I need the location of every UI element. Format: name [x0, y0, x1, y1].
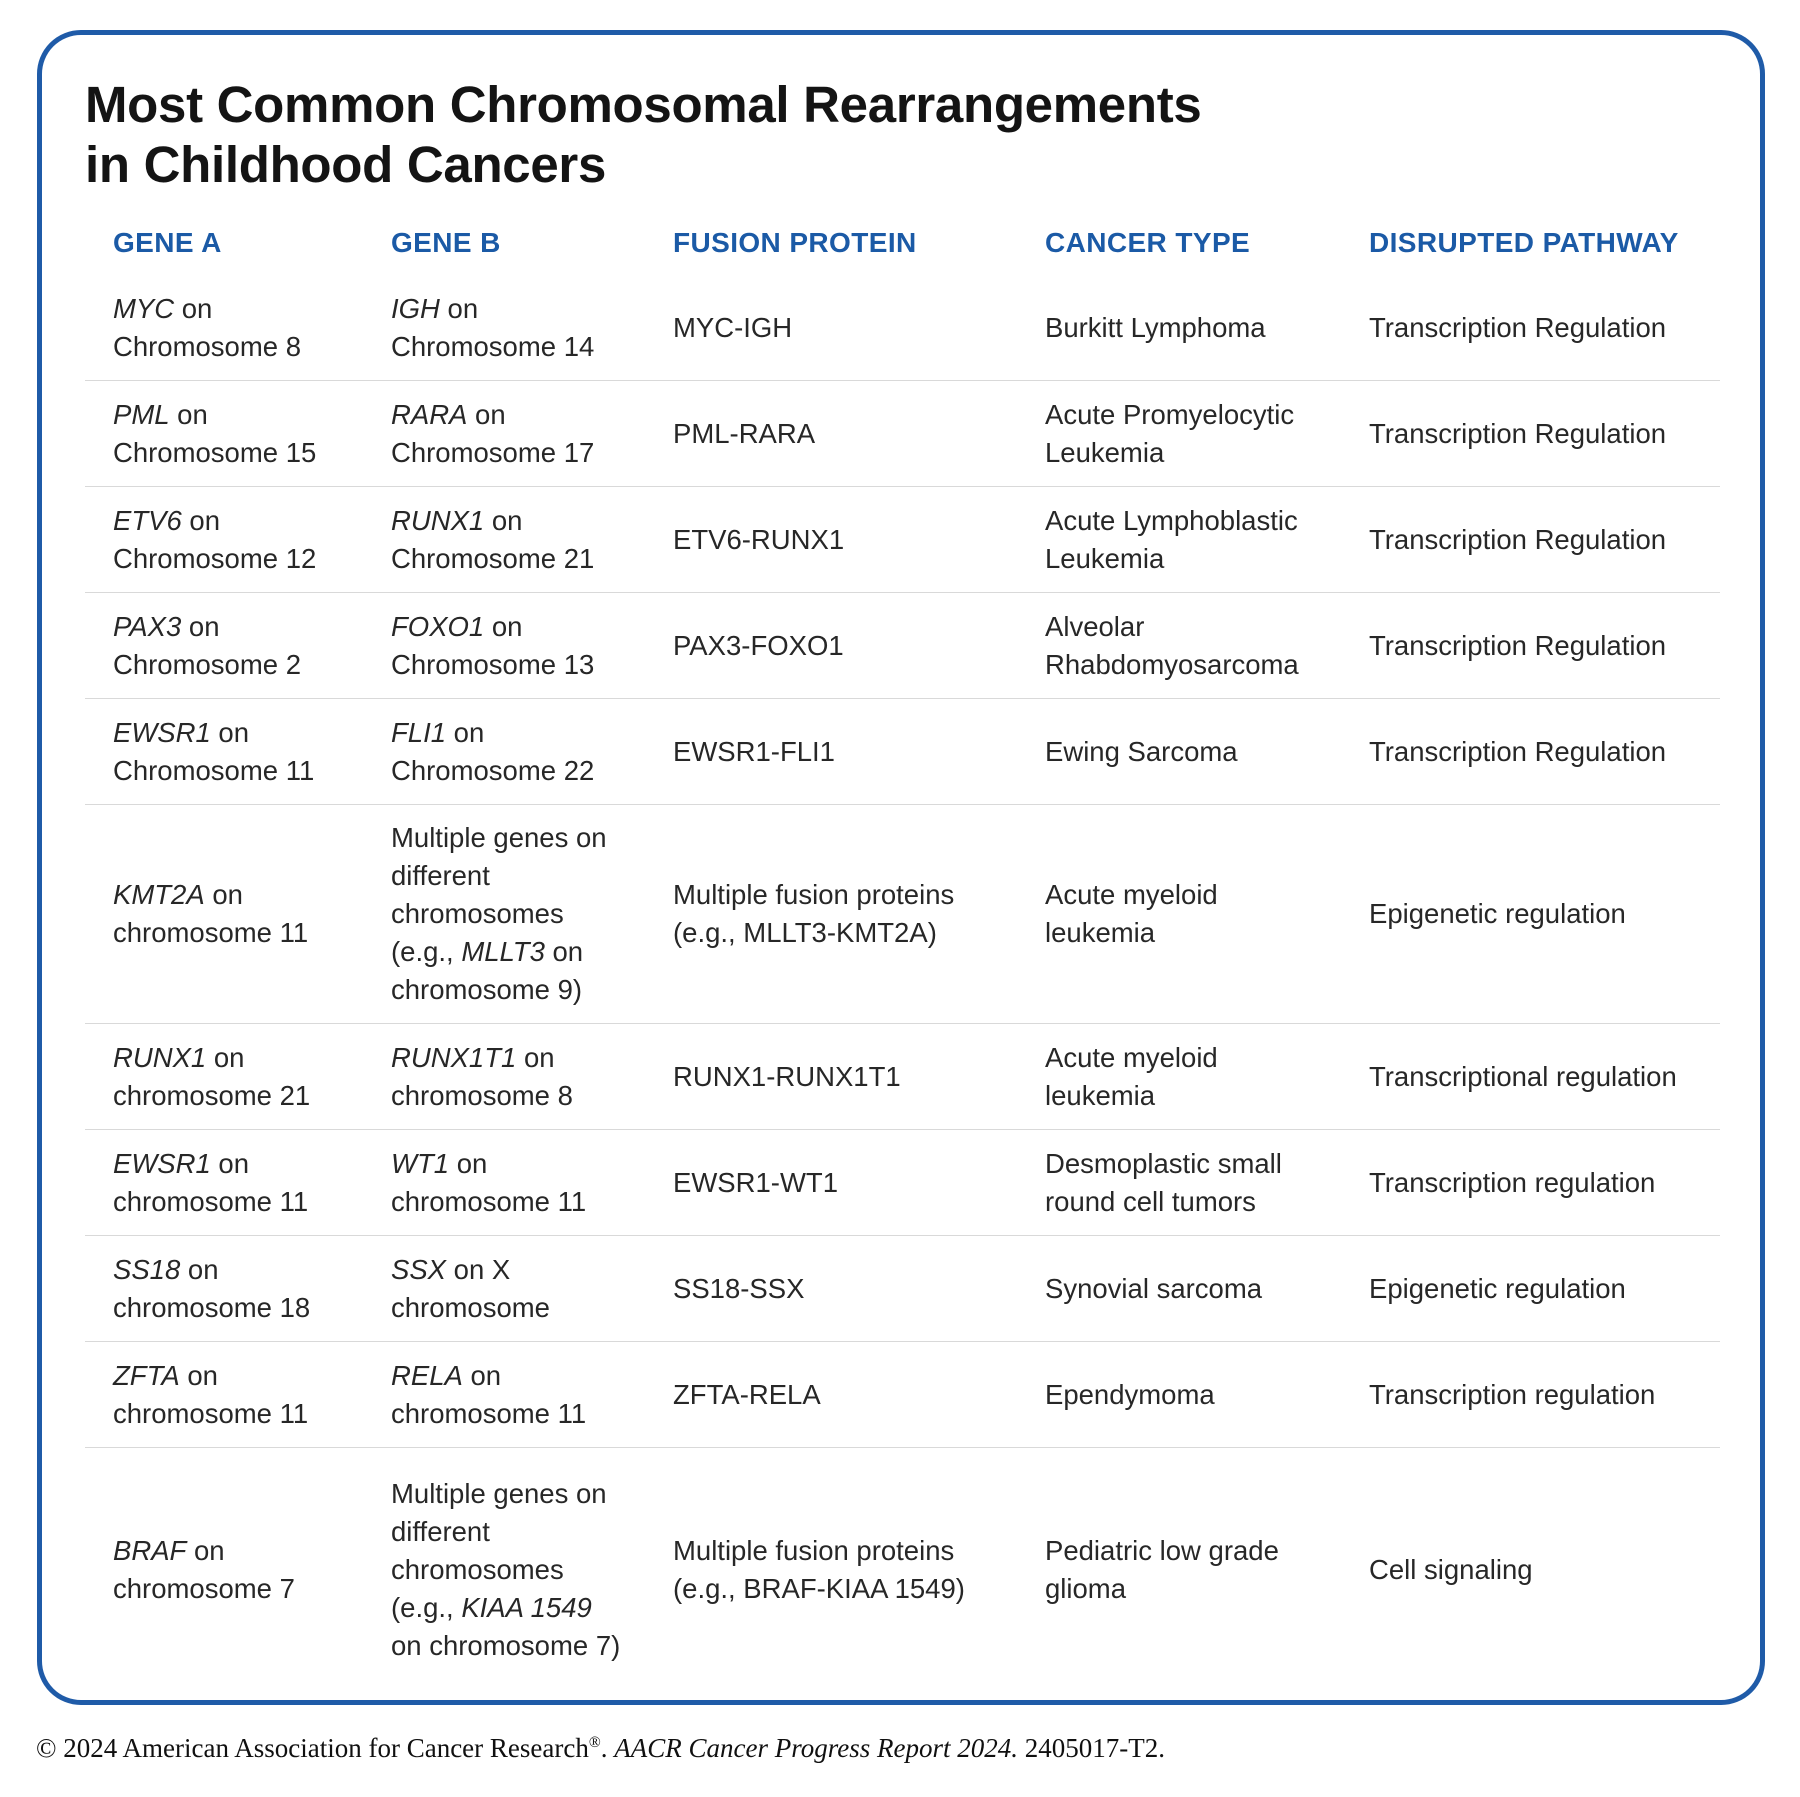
column-header-gene-a: GENE A: [113, 227, 222, 259]
page-title: Most Common Chromosomal Rearrangements i…: [85, 76, 1202, 194]
cell-cancer: Ewing Sarcoma: [1045, 735, 1238, 767]
cell-gene-b: Multiple genes on different chromosomes …: [391, 822, 607, 1006]
table-row: MYC on Chromosome 8 IGH on Chromosome 14 M…: [85, 275, 1720, 380]
cell-fusion: Multiple fusion proteins (e.g., MLLT3-KM…: [673, 879, 955, 949]
registered-mark: ®: [588, 1734, 601, 1752]
table-row: EWSR1 on chromosome 11 WT1 on chromosome …: [85, 1129, 1720, 1235]
cell-cancer: Acute myeloid leukemia: [1045, 879, 1218, 949]
cell-gene-a: EWSR1 on chromosome 11: [113, 1147, 309, 1217]
cell-cancer: Desmoplastic small round cell tumors: [1045, 1147, 1282, 1217]
cell-gene-b: WT1 on chromosome 11: [391, 1147, 587, 1217]
cell-pathway: Transcription Regulation: [1369, 629, 1667, 661]
figure-id: 2405017-T2.: [1017, 1733, 1165, 1764]
cell-cancer: Acute Lymphoblastic Leukemia: [1045, 504, 1298, 574]
cell-fusion: EWSR1-WT1: [673, 1166, 838, 1198]
cell-gene-b: SSX on X chromosome: [391, 1253, 550, 1323]
table-row: PAX3 on Chromosome 2 FOXO1 on Chromosome …: [85, 592, 1720, 698]
column-header-disrupted-pathway: DISRUPTED PATHWAY: [1369, 227, 1679, 259]
cell-gene-a: RUNX1 on chromosome 21: [113, 1041, 311, 1111]
cell-pathway: Transcription regulation: [1369, 1378, 1656, 1410]
cell-pathway: Transcriptional regulation: [1369, 1060, 1677, 1092]
copyright-text: © 2024 American Association for Cancer R…: [36, 1733, 589, 1764]
cell-pathway: Cell signaling: [1369, 1554, 1533, 1586]
cell-gene-a: PML on Chromosome 15: [113, 398, 317, 468]
table-row: EWSR1 on Chromosome 11 FLI1 on Chromosome…: [85, 698, 1720, 804]
table-row: KMT2A on chromosome 11 Multiple genes on …: [85, 804, 1720, 1023]
cell-gene-a: MYC on Chromosome 8: [113, 292, 301, 362]
cell-gene-b: FOXO1 on Chromosome 13: [391, 610, 595, 680]
table-card: Most Common Chromosomal Rearrangements i…: [37, 30, 1765, 1706]
column-header-fusion-protein: FUSION PROTEIN: [673, 227, 917, 259]
table-row: ZFTA on chromosome 11 RELA on chromosome …: [85, 1341, 1720, 1447]
cell-fusion: PML-RARA: [673, 417, 816, 449]
table-row: PML on Chromosome 15 RARA on Chromosome 1…: [85, 380, 1720, 486]
cell-fusion: ZFTA-RELA: [673, 1378, 821, 1410]
cell-cancer: Ependymoma: [1045, 1378, 1215, 1410]
cell-gene-a: KMT2A on chromosome 11: [113, 879, 309, 949]
cell-gene-a: ETV6 on Chromosome 12: [113, 504, 317, 574]
table-row: ETV6 on Chromosome 12 RUNX1 on Chromosome…: [85, 486, 1720, 592]
cell-pathway: Transcription Regulation: [1369, 417, 1667, 449]
copyright-separator: .: [600, 1733, 615, 1764]
cell-gene-b: RUNX1 on Chromosome 21: [391, 504, 595, 574]
cell-gene-a: ZFTA on chromosome 11: [113, 1359, 309, 1429]
rearrangements-table: GENE A GENE B FUSION PROTEIN CANCER TYPE…: [85, 227, 1720, 1692]
cell-fusion: Multiple fusion proteins (e.g., BRAF-KIA…: [673, 1535, 965, 1605]
cell-pathway: Transcription regulation: [1369, 1166, 1656, 1198]
cell-pathway: Epigenetic regulation: [1369, 898, 1626, 930]
cell-gene-b: IGH on Chromosome 14: [391, 292, 595, 362]
cell-pathway: Transcription Regulation: [1369, 311, 1667, 343]
column-header-cancer-type: CANCER TYPE: [1045, 227, 1251, 259]
table-row: BRAF on chromosome 7 Multiple genes on di…: [85, 1447, 1720, 1692]
cell-cancer: Acute myeloid leukemia: [1045, 1041, 1218, 1111]
cell-gene-a: SS18 on chromosome 18: [113, 1253, 311, 1323]
cell-gene-a: EWSR1 on Chromosome 11: [113, 716, 315, 786]
table-body: MYC on Chromosome 8 IGH on Chromosome 14 M…: [85, 275, 1720, 1692]
cell-fusion: PAX3-FOXO1: [673, 629, 844, 661]
table-header-row: GENE A GENE B FUSION PROTEIN CANCER TYPE…: [85, 227, 1720, 275]
column-header-gene-b: GENE B: [391, 227, 501, 259]
copyright-line: © 2024 American Association for Cancer R…: [36, 1733, 1800, 1764]
report-citation: AACR Cancer Progress Report 2024.: [614, 1733, 1018, 1764]
cell-pathway: Transcription Regulation: [1369, 735, 1667, 767]
cell-cancer: Synovial sarcoma: [1045, 1272, 1263, 1304]
table-row: RUNX1 on chromosome 21 RUNX1T1 on chromos…: [85, 1023, 1720, 1129]
cell-gene-b: RELA on chromosome 11: [391, 1359, 587, 1429]
cell-cancer: Acute Promyelocytic Leukemia: [1045, 398, 1295, 468]
cell-gene-b: FLI1 on Chromosome 22: [391, 716, 595, 786]
cell-fusion: MYC-IGH: [673, 311, 793, 343]
cell-cancer: Burkitt Lymphoma: [1045, 311, 1266, 343]
cell-gene-b: RUNX1T1 on chromosome 8: [391, 1041, 573, 1111]
cell-gene-a: BRAF on chromosome 7: [113, 1535, 295, 1605]
cell-cancer: Pediatric low grade glioma: [1045, 1535, 1279, 1605]
cell-gene-b: RARA on Chromosome 17: [391, 398, 595, 468]
cell-fusion: EWSR1-FLI1: [673, 735, 835, 767]
cell-pathway: Transcription Regulation: [1369, 523, 1667, 555]
cell-gene-b: Multiple genes on different chromosomes …: [391, 1478, 621, 1662]
cell-pathway: Epigenetic regulation: [1369, 1272, 1626, 1304]
cell-fusion: SS18-SSX: [673, 1272, 805, 1304]
cell-cancer: Alveolar Rhabdomyosarcoma: [1045, 610, 1299, 680]
table-row: SS18 on chromosome 18 SSX on X chromosome…: [85, 1235, 1720, 1341]
cell-fusion: RUNX1-RUNX1T1: [673, 1060, 901, 1092]
cell-gene-a: PAX3 on Chromosome 2: [113, 610, 301, 680]
cell-fusion: ETV6-RUNX1: [673, 523, 845, 555]
